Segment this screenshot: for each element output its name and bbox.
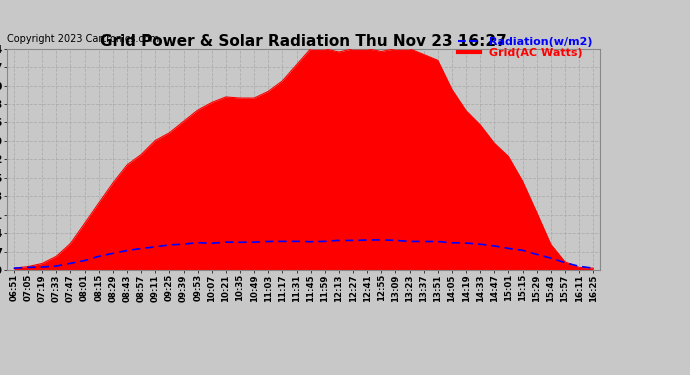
Legend: Radiation(w/m2), Grid(AC Watts): Radiation(w/m2), Grid(AC Watts) [455,34,595,60]
Title: Grid Power & Solar Radiation Thu Nov 23 16:27: Grid Power & Solar Radiation Thu Nov 23 … [100,34,507,49]
Text: Copyright 2023 Cartronics.com: Copyright 2023 Cartronics.com [7,34,159,44]
